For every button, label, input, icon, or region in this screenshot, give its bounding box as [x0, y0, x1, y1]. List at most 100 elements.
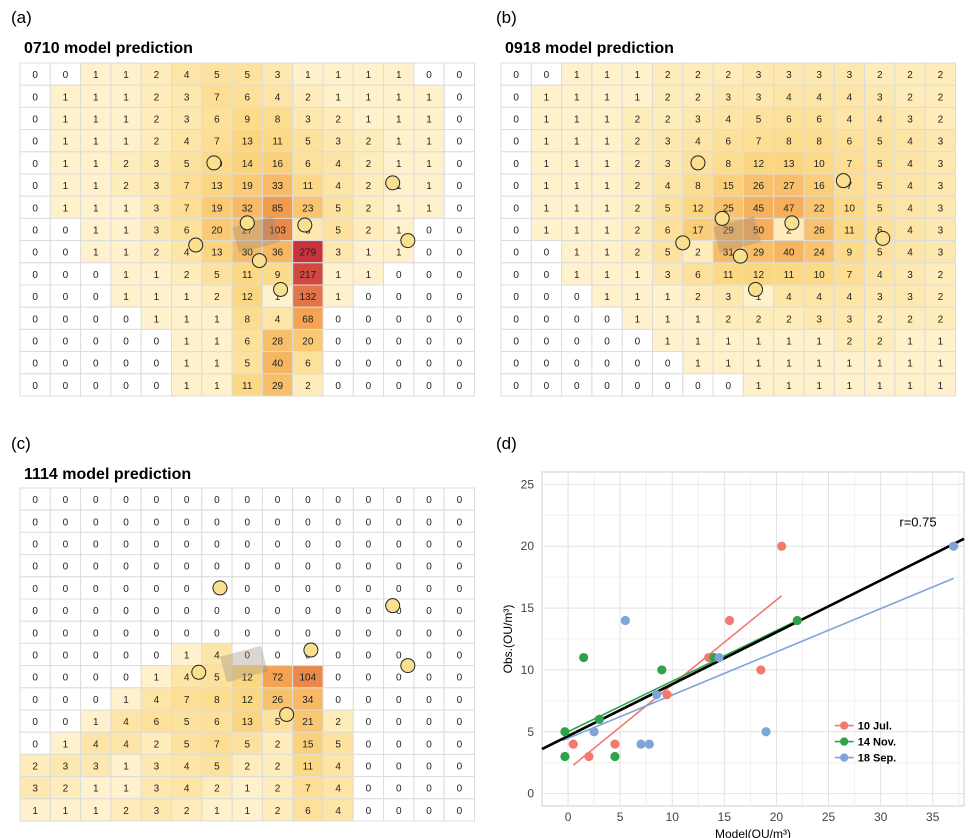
cell-label: 1: [695, 314, 701, 325]
cell-label: 0: [665, 359, 671, 370]
cell-label: 1: [574, 203, 580, 214]
cell-label: 1: [184, 314, 190, 325]
cell-label: 0: [154, 359, 160, 370]
cell-label: 4: [184, 137, 190, 148]
cell-label: 0: [396, 606, 402, 617]
cell-label: 1: [93, 203, 99, 214]
cell-label: 217: [300, 270, 317, 281]
y-tick-label: 15: [521, 601, 535, 615]
cell-label: 11: [723, 270, 734, 281]
cell-label: 1: [604, 159, 610, 170]
cell-label: 0: [513, 115, 519, 126]
legend-label: 18 Sep.: [858, 753, 897, 765]
cell-label: 0: [366, 762, 372, 773]
cell-label: 0: [335, 673, 341, 684]
cell-label: 0: [123, 673, 129, 684]
cell-label: 0: [244, 517, 250, 528]
cell-label: 1: [635, 314, 641, 325]
cell-label: 1: [123, 695, 129, 706]
cell-label: 0: [123, 517, 129, 528]
cell-label: 0: [366, 784, 372, 795]
cell-label: 5: [877, 181, 883, 192]
cell-label: 2: [214, 784, 220, 795]
cell-label: 7: [756, 137, 762, 148]
cell-label: 16: [272, 159, 284, 170]
cell-label: 1: [426, 115, 432, 126]
cell-label: 0: [513, 181, 519, 192]
cell-label: 1: [786, 337, 792, 348]
cell-label: 2: [305, 381, 311, 392]
cell-label: 0: [426, 784, 432, 795]
cell-label: 0: [366, 337, 372, 348]
cell-label: 2: [635, 181, 641, 192]
cell-label: 0: [214, 562, 220, 573]
cell-label: 26: [753, 181, 765, 192]
cell-label: 0: [513, 70, 519, 81]
cell-label: 0: [457, 248, 463, 259]
cell-label: 0: [396, 673, 402, 684]
cell-label: 3: [154, 784, 160, 795]
cell-label: 6: [816, 115, 822, 126]
x-tick-label: 15: [718, 810, 732, 824]
cell-label: 4: [335, 806, 341, 817]
cell-label: 0: [184, 606, 190, 617]
panel-b-title: 0918 model prediction: [505, 40, 674, 57]
cell-label: 0: [32, 540, 38, 551]
cell-label: 0: [457, 337, 463, 348]
data-point: [610, 739, 620, 749]
cell-label: 1: [665, 337, 671, 348]
cell-label: 0: [366, 695, 372, 706]
cell-label: 8: [786, 137, 792, 148]
cell-label: 0: [63, 695, 69, 706]
cell-label: 1: [574, 70, 580, 81]
cell-label: 1: [93, 806, 99, 817]
cell-label: 2: [756, 314, 762, 325]
cell-label: 5: [214, 673, 220, 684]
cell-label: 5: [335, 226, 341, 237]
cell-label: 1: [725, 359, 731, 370]
cell-label: 0: [32, 739, 38, 750]
cell-label: 4: [214, 651, 220, 662]
cell-label: 8: [244, 314, 250, 325]
cell-label: 0: [426, 651, 432, 662]
cell-label: 19: [211, 203, 223, 214]
cell-label: 1: [574, 181, 580, 192]
receptor-marker: [385, 175, 401, 191]
cell-label: 2: [154, 739, 160, 750]
cell-label: 13: [783, 159, 795, 170]
cell-label: 0: [93, 651, 99, 662]
cell-label: 1: [396, 137, 402, 148]
cell-label: 0: [214, 495, 220, 506]
cell-label: 0: [426, 359, 432, 370]
cell-label: 0: [32, 292, 38, 303]
cell-label: 25: [723, 203, 735, 214]
cell-label: 0: [513, 314, 519, 325]
receptor-marker: [206, 155, 222, 171]
cell-label: 2: [154, 115, 160, 126]
cell-label: 10: [814, 270, 826, 281]
x-tick-label: 30: [874, 810, 888, 824]
cell-label: 1: [93, 181, 99, 192]
cell-label: 24: [814, 248, 826, 259]
cell-label: 7: [847, 270, 853, 281]
cell-label: 1: [635, 292, 641, 303]
cell-label: 1: [154, 292, 160, 303]
cell-label: 0: [574, 292, 580, 303]
cell-label: 29: [272, 381, 284, 392]
cell-label: 2: [877, 337, 883, 348]
cell-label: 1: [847, 359, 853, 370]
cell-label: 1: [544, 226, 550, 237]
cell-label: 4: [184, 673, 190, 684]
cell-label: 0: [366, 717, 372, 728]
data-point: [724, 615, 735, 626]
panel-a-letter: (a): [11, 8, 32, 27]
cell-label: 0: [93, 359, 99, 370]
cell-label: 0: [513, 359, 519, 370]
cell-label: 1: [877, 359, 883, 370]
cell-label: 4: [184, 70, 190, 81]
cell-label: 1: [366, 92, 372, 103]
receptor-marker: [690, 155, 706, 171]
cell-label: 0: [63, 651, 69, 662]
cell-label: 1: [32, 806, 38, 817]
cell-label: 1: [184, 292, 190, 303]
